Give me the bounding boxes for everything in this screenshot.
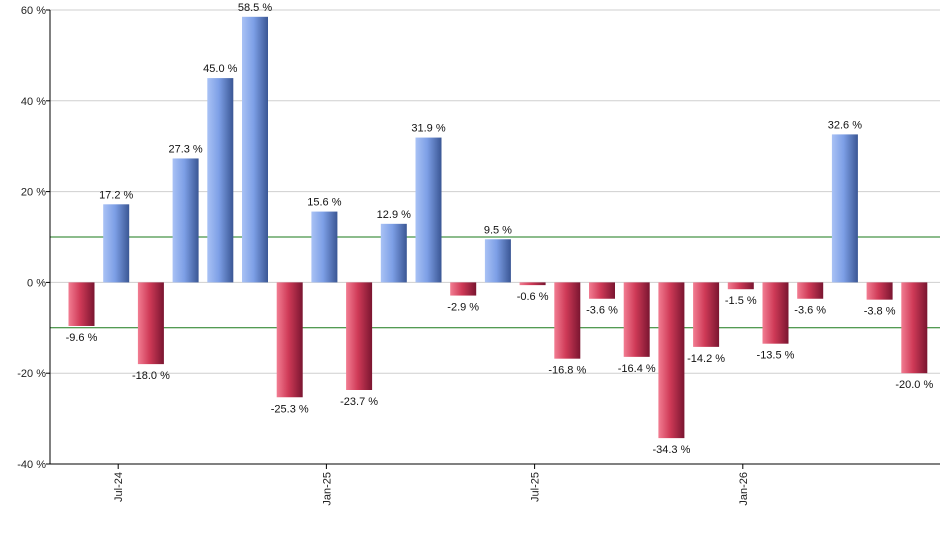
data-label: 58.5 %: [238, 2, 272, 14]
negative-bar: [519, 282, 546, 286]
negative-bar: [346, 282, 373, 390]
x-tick-label: Jul-24: [113, 472, 125, 502]
positive-bar: [103, 204, 130, 283]
x-tick-label: Jan-25: [321, 472, 333, 506]
data-label: -34.3 %: [652, 444, 690, 456]
data-label: -25.3 %: [271, 403, 309, 415]
y-tick-label: 40 %: [21, 96, 46, 108]
positive-bar: [207, 78, 234, 283]
negative-bar: [866, 282, 893, 300]
x-tick-label: Jul-25: [530, 472, 542, 502]
data-label: 32.6 %: [828, 119, 862, 131]
data-labels: -9.6 % 17.2 % -18.0 % 27.3 % 45.0 % 58.5 % -25…: [66, 2, 934, 456]
negative-bar: [797, 282, 824, 299]
positive-bar: [172, 158, 199, 283]
positive-bar: [484, 239, 511, 283]
data-label: -3.6 %: [794, 305, 826, 317]
positive-bar: [831, 134, 858, 283]
negative-bar: [727, 282, 754, 290]
positive-bar: [311, 211, 338, 283]
negative-bar: [693, 282, 720, 347]
positive-bar: [415, 137, 442, 283]
y-tick-label: 20 %: [21, 187, 46, 199]
data-label: 17.2 %: [99, 189, 133, 201]
negative-bar: [623, 282, 650, 357]
bars: [68, 16, 928, 439]
negative-bar: [137, 282, 164, 365]
negative-bar: [276, 282, 303, 398]
data-label: 45.0 %: [203, 63, 237, 75]
x-tick-label: Jan-26: [738, 472, 750, 506]
positive-bar: [242, 16, 268, 283]
data-label: -3.8 %: [864, 306, 896, 318]
data-label: -13.5 %: [757, 350, 795, 362]
y-tick-label: -20 %: [17, 368, 46, 380]
data-label: -3.6 %: [586, 305, 618, 317]
data-label: -1.5 %: [725, 295, 757, 307]
data-label: -16.4 %: [618, 363, 656, 375]
data-label: -2.9 %: [447, 302, 479, 314]
negative-bar: [901, 282, 928, 374]
data-label: 27.3 %: [168, 143, 202, 155]
data-label: 15.6 %: [307, 197, 341, 209]
data-label: 9.5 %: [484, 224, 512, 236]
negative-bar: [589, 282, 615, 299]
data-label: -9.6 %: [66, 332, 98, 344]
data-label: -14.2 %: [687, 353, 725, 365]
axes: -40 % -20 % 0 % 20 % 40 % 60 % Jul-24 Jan-25 Jul…: [17, 5, 940, 506]
data-label: -18.0 %: [132, 370, 170, 382]
y-tick-label: -40 %: [17, 459, 46, 471]
negative-bar: [450, 282, 477, 296]
negative-bar: [554, 282, 581, 359]
data-label: -20.0 %: [895, 379, 933, 391]
negative-bar: [658, 282, 685, 439]
data-label: 12.9 %: [377, 209, 411, 221]
negative-bar: [762, 282, 789, 344]
data-label: -23.7 %: [340, 396, 378, 408]
data-label: 31.9 %: [411, 123, 445, 135]
data-label: -16.8 %: [548, 365, 586, 377]
positive-bar: [380, 223, 407, 283]
y-tick-label: 60 %: [21, 5, 46, 17]
y-tick-label: 0 %: [27, 277, 46, 289]
data-label: -0.6 %: [517, 291, 549, 303]
negative-bar: [68, 282, 95, 326]
